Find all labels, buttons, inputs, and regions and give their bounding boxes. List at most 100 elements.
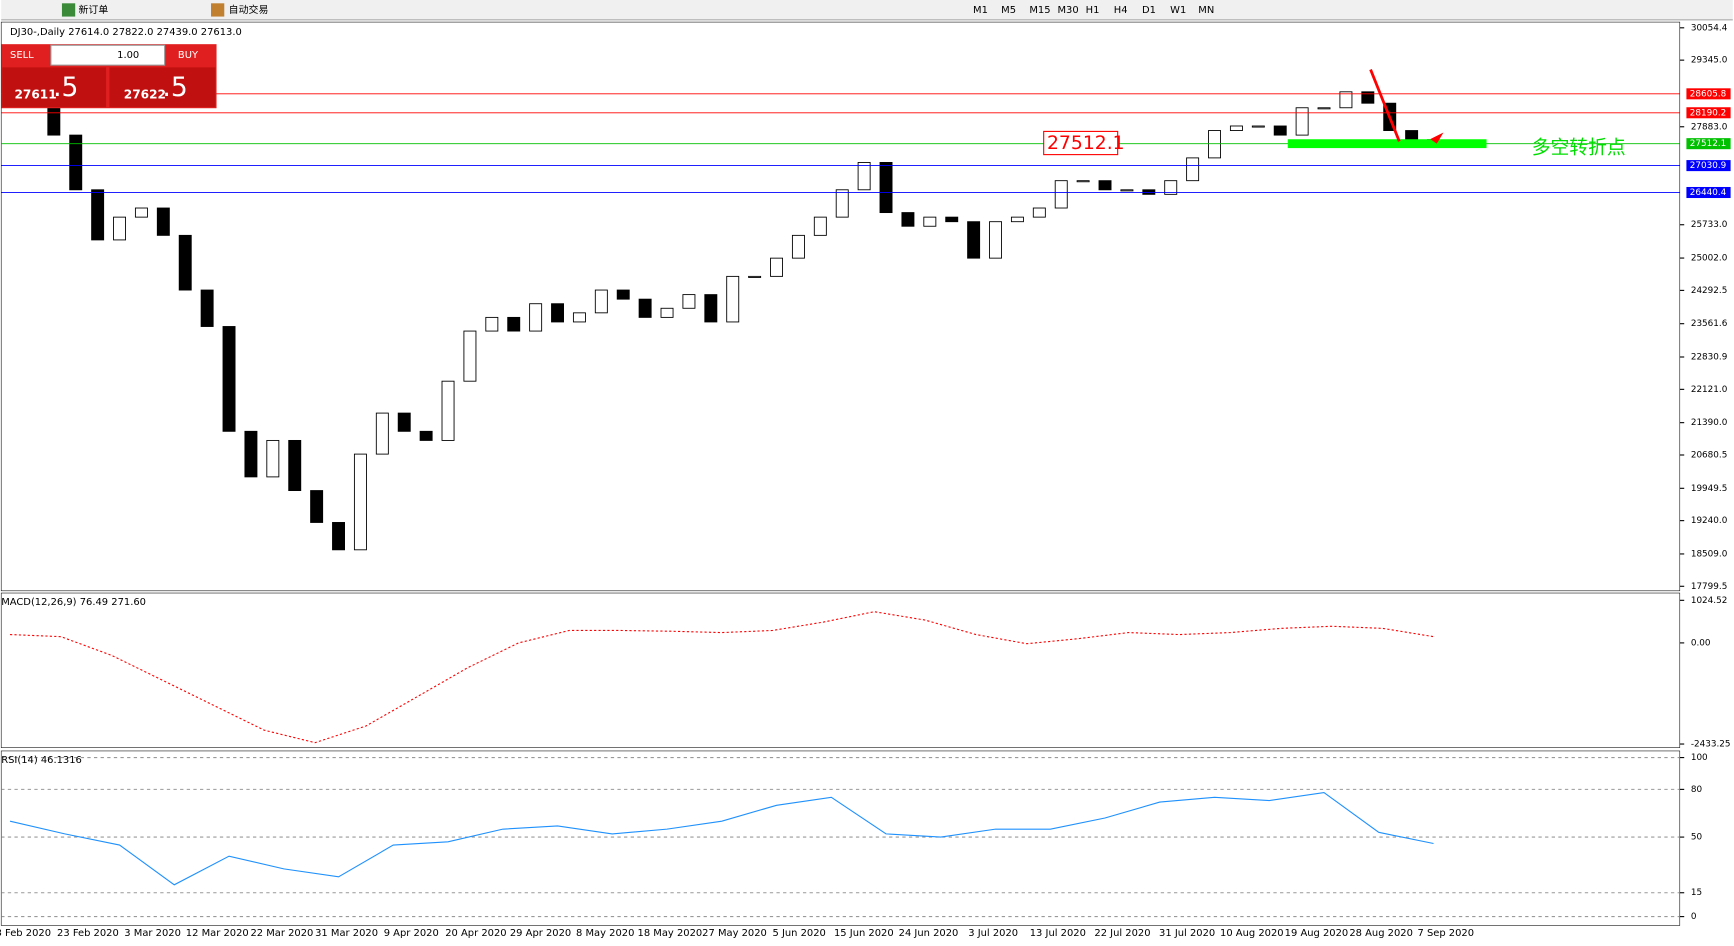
x-tick-label: 24 Jun 2020 bbox=[899, 928, 959, 939]
timeframe-button[interactable]: W1 bbox=[1170, 5, 1186, 16]
buy-price-fraction: .5 bbox=[162, 72, 187, 103]
auto-trading-button[interactable]: 自动交易 bbox=[229, 3, 269, 16]
candle bbox=[682, 294, 696, 309]
buy-label[interactable]: BUY bbox=[178, 50, 199, 61]
candle bbox=[266, 439, 280, 478]
candle bbox=[594, 289, 608, 314]
candle bbox=[353, 453, 367, 551]
y-tick-label: 22121.0 bbox=[1691, 385, 1728, 395]
candle bbox=[419, 430, 433, 441]
x-tick-label: 29 Apr 2020 bbox=[510, 928, 571, 939]
new-order-button[interactable]: 新订单 bbox=[79, 3, 109, 16]
y-tick-label: 50 bbox=[1691, 833, 1703, 843]
candle bbox=[529, 303, 543, 332]
timeframe-button[interactable]: D1 bbox=[1142, 5, 1156, 16]
lots-input[interactable] bbox=[50, 44, 166, 66]
candle bbox=[1032, 207, 1046, 218]
candle bbox=[69, 134, 83, 191]
sell-label[interactable]: SELL bbox=[10, 50, 34, 61]
level-tag bbox=[1686, 88, 1731, 100]
level-tag bbox=[1686, 107, 1731, 119]
candle bbox=[1054, 180, 1068, 209]
candle bbox=[1317, 107, 1331, 110]
candle bbox=[1164, 180, 1178, 195]
candle bbox=[91, 189, 105, 241]
timeframes: M1 M5 M15 M30 H1 H4 D1 W1 MN bbox=[973, 5, 1214, 16]
candle bbox=[200, 289, 214, 327]
y-tick-label: 100 bbox=[1691, 753, 1708, 763]
red-arrow-head bbox=[1430, 132, 1444, 144]
lots-value[interactable]: 1.00 bbox=[117, 50, 139, 61]
indicator-title: RSI(14) 46.1316 bbox=[1, 755, 82, 766]
y-tick-label: 22830.9 bbox=[1691, 352, 1728, 362]
buy-button[interactable] bbox=[109, 67, 216, 108]
candle bbox=[1208, 130, 1221, 159]
indicator-line bbox=[9, 792, 1434, 886]
candle bbox=[923, 216, 937, 227]
candle bbox=[507, 316, 521, 332]
timeframe-button[interactable]: H4 bbox=[1114, 5, 1128, 16]
x-tick-label: 20 Apr 2020 bbox=[445, 928, 506, 939]
y-tick-label: 24292.5 bbox=[1691, 286, 1728, 296]
x-tick-label: 10 Aug 2020 bbox=[1220, 928, 1284, 939]
x-tick-label: 15 Jun 2020 bbox=[834, 928, 894, 939]
candle bbox=[791, 234, 805, 259]
x-tick-label: 3 Mar 2020 bbox=[124, 928, 181, 939]
timeframe-button[interactable]: M30 bbox=[1057, 5, 1078, 16]
candle bbox=[551, 303, 564, 323]
x-tick-label: 22 Jul 2020 bbox=[1094, 928, 1150, 939]
candle bbox=[134, 207, 148, 218]
candle bbox=[901, 212, 915, 227]
candle bbox=[748, 275, 762, 278]
toolbar bbox=[1, 0, 1733, 20]
candle bbox=[441, 380, 455, 441]
candle bbox=[989, 221, 1002, 259]
candle bbox=[704, 294, 718, 323]
level-tag bbox=[1686, 160, 1731, 172]
candle bbox=[770, 257, 783, 277]
level-label: 26440.4 bbox=[1690, 188, 1727, 198]
candle bbox=[288, 439, 302, 492]
level-callout-box bbox=[1043, 130, 1119, 156]
x-tick-label: 31 Jul 2020 bbox=[1159, 928, 1215, 939]
candle bbox=[813, 216, 827, 236]
candle bbox=[638, 298, 652, 318]
candle bbox=[660, 307, 674, 318]
timeframe-button[interactable]: M1 bbox=[973, 5, 988, 16]
x-tick-label: 28 Aug 2020 bbox=[1349, 928, 1413, 939]
candle bbox=[244, 430, 258, 478]
timeframe-button[interactable]: H1 bbox=[1086, 5, 1100, 16]
auto-trading-icon[interactable] bbox=[211, 3, 225, 17]
candle bbox=[572, 312, 586, 323]
level-tag bbox=[1686, 138, 1731, 150]
x-tick-label: 3 Feb 2020 bbox=[0, 928, 51, 939]
timeframe-button[interactable]: M5 bbox=[1001, 5, 1016, 16]
candle bbox=[332, 522, 345, 551]
new-order-icon[interactable] bbox=[61, 3, 76, 17]
timeframe-button[interactable]: M15 bbox=[1029, 5, 1050, 16]
y-tick-label: 23561.6 bbox=[1691, 319, 1728, 329]
rsi-plot bbox=[0, 750, 1681, 926]
candle bbox=[178, 234, 192, 291]
red-arrow bbox=[1369, 69, 1401, 142]
candle bbox=[397, 412, 411, 432]
candle bbox=[1295, 107, 1309, 136]
x-tick-label: 7 Sep 2020 bbox=[1417, 928, 1474, 939]
turning-zone bbox=[1287, 139, 1487, 149]
y-tick-label: 0 bbox=[1691, 912, 1697, 922]
sell-button[interactable] bbox=[2, 67, 107, 108]
level-label: 28190.2 bbox=[1690, 108, 1727, 118]
x-tick-label: 18 May 2020 bbox=[638, 928, 703, 939]
y-tick-label: 18509.0 bbox=[1691, 549, 1728, 559]
candle bbox=[945, 216, 959, 223]
x-tick-label: 27 May 2020 bbox=[702, 928, 767, 939]
x-tick-label: 9 Apr 2020 bbox=[384, 928, 439, 939]
candle bbox=[1339, 91, 1353, 109]
candle bbox=[616, 289, 630, 300]
level-label: 27512.1 bbox=[1690, 139, 1727, 149]
y-tick-label: 19240.0 bbox=[1691, 516, 1728, 526]
level-label: 27030.9 bbox=[1690, 161, 1727, 171]
y-tick-label: 0.00 bbox=[1691, 638, 1711, 648]
timeframe-button[interactable]: MN bbox=[1198, 5, 1214, 16]
